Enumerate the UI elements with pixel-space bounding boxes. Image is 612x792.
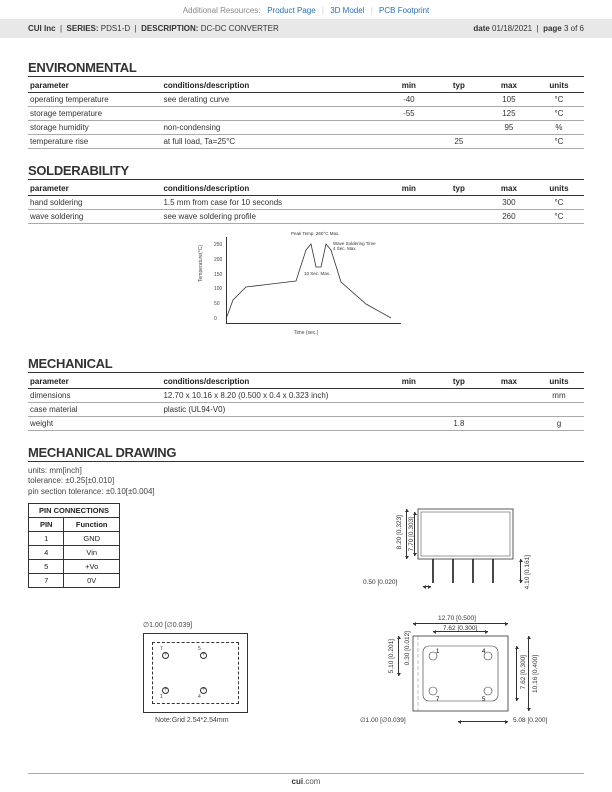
date-label: date bbox=[473, 24, 489, 33]
table-environmental: parameter conditions/description min typ… bbox=[28, 79, 584, 149]
table-solderability: parameter conditions/description min typ… bbox=[28, 182, 584, 224]
table-row: wave solderingsee wave soldering profile… bbox=[28, 210, 584, 224]
section-mechanical: MECHANICAL bbox=[28, 356, 584, 373]
table-row: storage humiditynon-condensing95% bbox=[28, 121, 584, 135]
drawings-area: PIN CONNECTIONS PIN Function 1GND4Vin5+V… bbox=[28, 503, 584, 753]
table-mechanical: parameter conditions/description min typ… bbox=[28, 375, 584, 431]
table-row: case materialplastic (UL94-V0) bbox=[28, 403, 584, 417]
svg-text:5: 5 bbox=[482, 697, 486, 703]
table-row: operating temperaturesee derating curve-… bbox=[28, 93, 584, 107]
link-product-page[interactable]: Product Page bbox=[267, 6, 315, 15]
footer: cui.com bbox=[28, 773, 584, 786]
section-mech-drawing: MECHANICAL DRAWING bbox=[28, 445, 584, 462]
link-3d-model[interactable]: 3D Model bbox=[330, 6, 364, 15]
header-bar: CUI Inc | SERIES: PDS1-D | DESCRIPTION: … bbox=[0, 19, 612, 38]
table-row: 1GND bbox=[29, 532, 120, 546]
page-label: page bbox=[543, 24, 562, 33]
page-value: 3 of 6 bbox=[564, 24, 584, 33]
table-row: dimensions12.70 x 10.16 x 8.20 (0.500 x … bbox=[28, 389, 584, 403]
link-pcb-footprint[interactable]: PCB Footprint bbox=[379, 6, 429, 15]
brand: CUI Inc bbox=[28, 24, 56, 33]
table-row: hand soldering1.5 mm from case for 10 se… bbox=[28, 196, 584, 210]
table-row: temperature riseat full load, Ta=25°C25°… bbox=[28, 135, 584, 149]
side-view-drawing: 8.20 [0.323] 7.70 [0.303] 4.10 [0.161] 0… bbox=[368, 501, 568, 593]
section-solderability: SOLDERABILITY bbox=[28, 163, 584, 180]
table-row: weight1.8g bbox=[28, 417, 584, 431]
table-row: 5+Vo bbox=[29, 560, 120, 574]
table-row: 4Vin bbox=[29, 546, 120, 560]
section-environmental: ENVIRONMENTAL bbox=[28, 60, 584, 77]
svg-text:1: 1 bbox=[436, 649, 440, 655]
top-links: Additional Resources: Product Page | 3D … bbox=[0, 0, 612, 19]
desc-value: DC-DC CONVERTER bbox=[201, 24, 279, 33]
mech-notes: units: mm[inch] tolerance: ±0.25[±0.010]… bbox=[28, 466, 584, 497]
svg-text:7: 7 bbox=[436, 697, 440, 703]
table-row: storage temperature-55125°C bbox=[28, 107, 584, 121]
svg-text:4: 4 bbox=[482, 649, 486, 655]
footprint-drawing: 7 5 1 4 bbox=[143, 633, 248, 713]
series-value: PDS1-D bbox=[101, 24, 130, 33]
top-view-drawing: 1 4 7 5 12.70 [0.500] 7.62 [0.300] 5.10 … bbox=[348, 611, 578, 743]
desc-label: DESCRIPTION: bbox=[141, 24, 198, 33]
resources-label: Additional Resources: bbox=[183, 6, 261, 15]
wave-solder-chart: 0 50 100 150 200 250 Temperature(°C) Tim… bbox=[206, 232, 406, 342]
series-label: SERIES: bbox=[67, 24, 99, 33]
pin-connections-table: PIN CONNECTIONS PIN Function 1GND4Vin5+V… bbox=[28, 503, 120, 588]
table-row: 70V bbox=[29, 574, 120, 588]
date-value: 01/18/2021 bbox=[492, 24, 532, 33]
